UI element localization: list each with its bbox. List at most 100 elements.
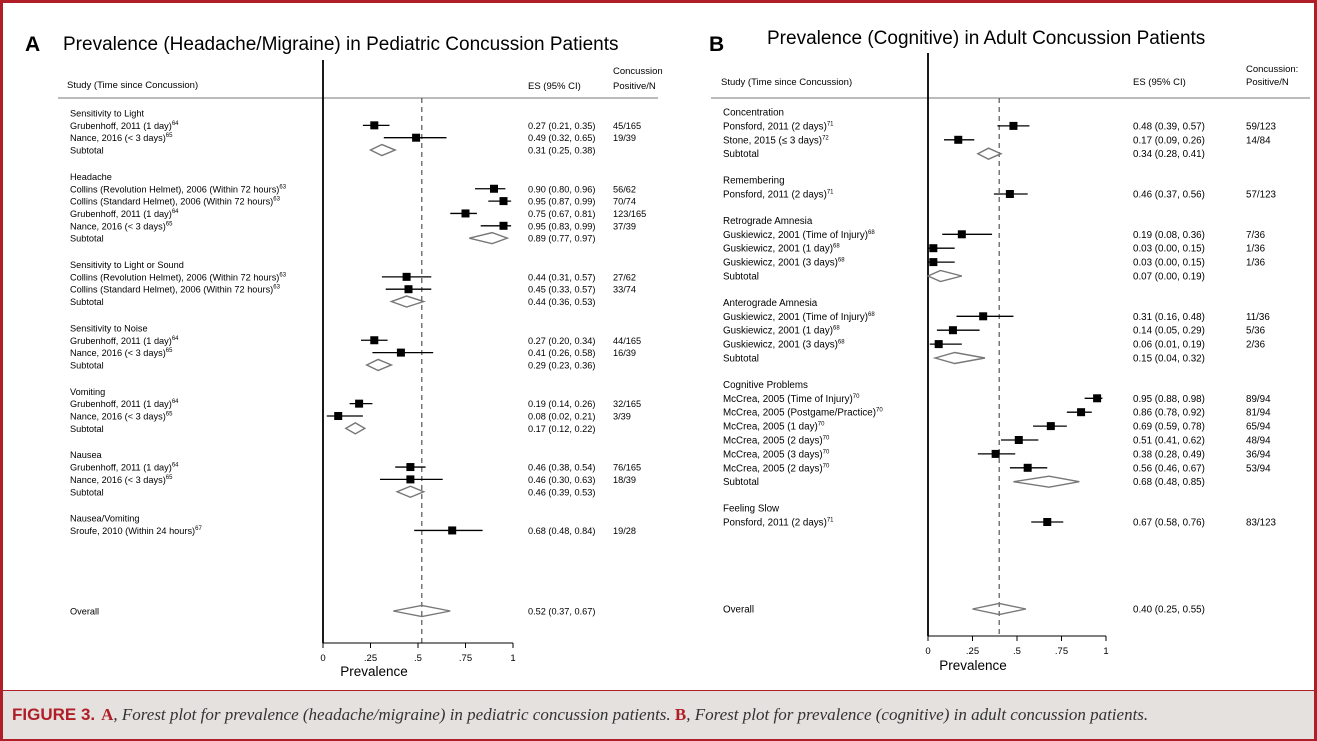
n-label: 27/62 xyxy=(613,272,636,282)
point-estimate-marker xyxy=(370,336,379,345)
n-label: 57/123 xyxy=(1246,190,1277,201)
subtotal-label: Subtotal xyxy=(70,234,104,244)
study-label: Guskiewicz, 2001 (3 days)68 xyxy=(723,258,845,269)
point-estimate-marker xyxy=(929,258,938,267)
x-axis-ticks-a: 0 .25 .5 .75 1 xyxy=(320,643,516,664)
study-label: Guskiewicz, 2001 (1 day)68 xyxy=(723,244,840,255)
study-label: Guskiewicz, 2001 (1 day)68 xyxy=(723,326,840,337)
point-estimate-marker xyxy=(1046,422,1055,431)
point-estimate-marker xyxy=(334,412,343,420)
header-es-b: ES (95% CI) xyxy=(1133,77,1186,88)
header-n2-b: Positive/N xyxy=(1246,77,1289,88)
subtotal-es-label: 0.15 (0.04, 0.32) xyxy=(1133,354,1205,365)
subtotal-diamond xyxy=(976,147,1003,160)
point-estimate-marker xyxy=(948,326,957,335)
point-estimate-marker xyxy=(406,463,415,472)
point-estimate-marker xyxy=(1077,408,1086,417)
n-label: 18/39 xyxy=(613,475,636,485)
study-label: Collins (Standard Helmet), 2006 (Within … xyxy=(70,285,281,295)
n-label: 7/36 xyxy=(1246,230,1266,241)
point-estimate-marker xyxy=(991,449,1000,458)
n-label: 45/165 xyxy=(613,121,641,131)
overall-diamond xyxy=(972,602,1027,616)
header-study-b: Study (Time since Concussion) xyxy=(721,77,852,88)
n-label: 14/84 xyxy=(1246,135,1271,146)
subtotal-label: Subtotal xyxy=(723,477,759,488)
x-axis-label-b: Prevalence xyxy=(939,658,1007,673)
point-estimate-marker xyxy=(406,475,415,484)
n-label: 1/36 xyxy=(1246,244,1266,255)
header-study-a: Study (Time since Concussion) xyxy=(67,80,198,91)
point-estimate-marker xyxy=(1043,518,1052,526)
chart-title-b: Prevalence (Cognitive) in Adult Concussi… xyxy=(767,28,1205,49)
caption-text-a: , Forest plot for prevalence (headache/m… xyxy=(113,705,671,724)
x-tick-label: .5 xyxy=(414,653,422,664)
point-estimate-marker xyxy=(1009,121,1018,130)
group-label: Nausea/Vomiting xyxy=(70,514,139,524)
study-label: Grubenhoff, 2011 (1 day)64 xyxy=(70,121,179,131)
n-label: 53/94 xyxy=(1246,463,1271,474)
study-label: Grubenhoff, 2011 (1 day)64 xyxy=(70,336,179,346)
x-tick-label: .25 xyxy=(966,646,979,657)
study-label: McCrea, 2005 (Postgame/Practice)70 xyxy=(723,408,883,419)
caption-bar: FIGURE 3. A, Forest plot for prevalence (… xyxy=(3,690,1314,739)
caption-label: FIGURE 3. xyxy=(12,705,96,724)
study-label: Nance, 2016 (< 3 days)65 xyxy=(70,133,173,143)
n-label: 5/36 xyxy=(1246,326,1266,337)
es-label: 0.95 (0.87, 0.99) xyxy=(528,197,595,207)
group-label: Sensitivity to Light or Sound xyxy=(70,260,184,270)
point-estimate-marker xyxy=(1093,394,1102,403)
subtotal-label: Subtotal xyxy=(70,146,104,156)
n-label: 11/36 xyxy=(1246,312,1270,323)
forest-rows-b: Concentration Ponsford, 2011 (2 days)71 0.… xyxy=(723,108,1277,616)
point-estimate-marker xyxy=(355,399,364,408)
n-label: 19/28 xyxy=(613,526,636,536)
overall-es-label: 0.52 (0.37, 0.67) xyxy=(528,607,595,617)
study-label: Ponsford, 2011 (2 days)71 xyxy=(723,190,834,201)
study-label: Collins (Standard Helmet), 2006 (Within … xyxy=(70,197,281,207)
x-tick-label: 1 xyxy=(510,653,515,664)
caption-letter-a: A xyxy=(101,705,114,724)
subtotal-diamond xyxy=(368,143,398,157)
overall-label: Overall xyxy=(723,605,754,616)
subtotal-label: Subtotal xyxy=(70,297,104,307)
x-axis-label-a: Prevalence xyxy=(340,664,408,679)
n-label: 36/94 xyxy=(1246,449,1271,460)
subtotal-es-label: 0.34 (0.28, 0.41) xyxy=(1133,149,1205,160)
point-estimate-marker xyxy=(957,230,966,239)
group-label: Nausea xyxy=(70,450,103,460)
caption-text-b: , Forest plot for prevalence (cognitive)… xyxy=(686,705,1149,724)
figure-caption: FIGURE 3. A, Forest plot for prevalence (… xyxy=(12,705,1307,725)
study-label: Guskiewicz, 2001 (3 days)68 xyxy=(723,340,845,351)
group-label: Vomiting xyxy=(70,387,105,397)
subtotal-label: Subtotal xyxy=(723,149,759,160)
n-label: 123/165 xyxy=(613,209,646,219)
study-label: McCrea, 2005 (Time of Injury)70 xyxy=(723,394,860,405)
n-label: 37/39 xyxy=(613,221,636,231)
es-label: 0.27 (0.20, 0.34) xyxy=(528,336,595,346)
n-label: 44/165 xyxy=(613,336,641,346)
n-label: 89/94 xyxy=(1246,394,1271,405)
es-label: 0.14 (0.05, 0.29) xyxy=(1133,326,1205,337)
study-label: Grubenhoff, 2011 (1 day)64 xyxy=(70,463,179,473)
x-tick-label: .25 xyxy=(364,653,377,664)
overall-diamond xyxy=(393,604,451,618)
subtotal-es-label: 0.07 (0.00, 0.19) xyxy=(1133,272,1205,283)
n-label: 32/165 xyxy=(613,399,641,409)
n-label: 56/62 xyxy=(613,184,636,194)
study-label: Guskiewicz, 2001 (Time of Injury)68 xyxy=(723,312,875,323)
n-label: 2/36 xyxy=(1246,340,1266,351)
es-label: 0.48 (0.39, 0.57) xyxy=(1133,121,1205,132)
n-label: 76/165 xyxy=(613,463,641,473)
es-label: 0.68 (0.48, 0.84) xyxy=(528,526,595,536)
study-label: Nance, 2016 (< 3 days)65 xyxy=(70,348,173,358)
point-estimate-marker xyxy=(1023,463,1032,472)
overall-es-label: 0.40 (0.25, 0.55) xyxy=(1133,605,1205,616)
x-tick-label: .75 xyxy=(459,653,472,664)
figure-frame: A Prevalence (Headache/Migraine) in Pedi… xyxy=(3,3,1314,739)
subtotal-es-label: 0.29 (0.23, 0.36) xyxy=(528,360,595,370)
group-label: Cognitive Problems xyxy=(723,380,808,391)
es-label: 0.49 (0.32, 0.65) xyxy=(528,133,595,143)
group-label: Sensitivity to Noise xyxy=(70,323,148,333)
point-estimate-marker xyxy=(1014,436,1023,444)
